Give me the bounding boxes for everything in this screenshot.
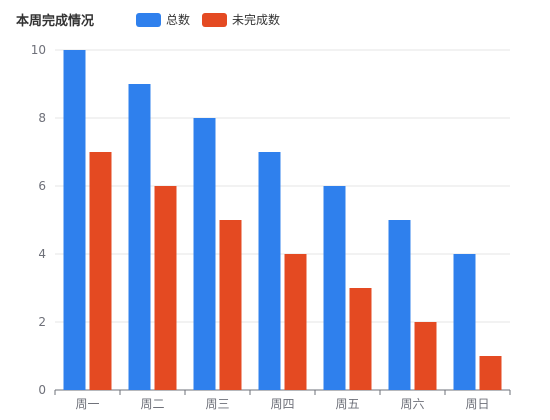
bar-unfinished	[219, 220, 242, 390]
bar-unfinished	[414, 322, 437, 390]
legend-label-total: 总数	[166, 13, 191, 27]
bar-total	[453, 254, 476, 390]
y-tick-label: 0	[38, 383, 46, 397]
x-tick-label: 周一	[75, 397, 99, 411]
legend-swatch-total	[136, 12, 161, 27]
bar-total	[323, 186, 346, 390]
bar-unfinished	[89, 152, 112, 390]
bar-total	[128, 84, 151, 390]
x-tick-label: 周四	[270, 397, 294, 411]
y-tick-label: 8	[38, 111, 46, 125]
bar-total	[388, 220, 411, 390]
legend-item-total[interactable]: 总数	[136, 11, 190, 28]
legend-swatch-unfinished	[202, 12, 228, 27]
y-tick-label: 4	[38, 247, 46, 261]
y-tick-label: 10	[31, 43, 46, 57]
bar-unfinished	[154, 186, 177, 390]
x-tick-label: 周五	[335, 397, 359, 411]
bar-unfinished	[479, 356, 502, 390]
bar-total	[63, 50, 86, 390]
x-tick-label: 周二	[140, 397, 164, 411]
y-tick-label: 2	[38, 315, 46, 329]
bar-unfinished	[284, 254, 307, 390]
legend-item-unfinished[interactable]: 未完成数	[202, 11, 280, 28]
bar-total	[193, 118, 216, 390]
bar-unfinished	[349, 288, 372, 390]
x-tick-label: 周日	[465, 397, 489, 411]
bar-total	[258, 152, 281, 390]
x-tick-label: 周六	[400, 397, 424, 411]
legend: 总数 未完成数	[136, 11, 292, 28]
legend-label-unfinished: 未完成数	[232, 13, 281, 27]
chart-title: 本周完成情况	[16, 14, 95, 29]
x-tick-label: 周三	[205, 397, 229, 411]
y-tick-label: 6	[38, 179, 46, 193]
